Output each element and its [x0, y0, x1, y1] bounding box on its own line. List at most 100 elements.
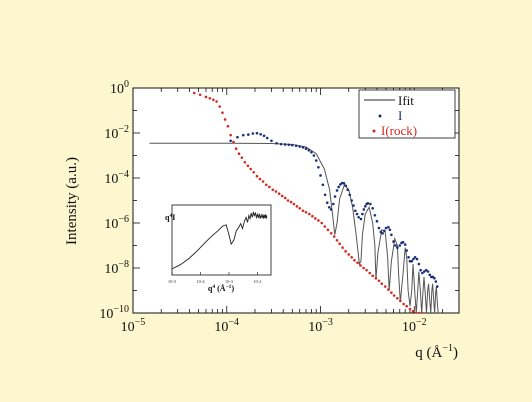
- data-point-irock: [208, 96, 212, 100]
- data-point-i: [362, 208, 366, 211]
- data-point-i: [388, 228, 392, 232]
- data-point-i: [337, 185, 340, 189]
- data-point-irock: [344, 250, 347, 253]
- data-point-i: [332, 202, 335, 206]
- data-point-irock: [359, 264, 362, 267]
- data-point-irock: [212, 98, 215, 102]
- x-tick-label: 10−3: [308, 317, 333, 335]
- data-point-irock: [218, 105, 221, 108]
- data-point-i: [327, 205, 331, 209]
- data-point-irock: [271, 188, 275, 192]
- data-point-irock: [295, 205, 299, 208]
- y-tick-label: 10−2: [104, 124, 129, 142]
- data-point-irock: [261, 180, 265, 183]
- data-point-i: [290, 143, 294, 147]
- data-point-irock: [368, 271, 372, 275]
- data-point-i: [287, 143, 291, 147]
- data-point-irock: [417, 311, 421, 313]
- data-point-i: [317, 165, 320, 169]
- data-point-irock: [215, 100, 218, 103]
- data-point-irock: [408, 307, 412, 311]
- data-point-irock: [411, 309, 415, 313]
- data-point-irock: [252, 170, 256, 174]
- x-tick-label: 10−2: [402, 317, 427, 335]
- data-point-i: [329, 208, 333, 211]
- data-point-i: [426, 270, 430, 273]
- data-point-i: [428, 273, 431, 277]
- data-point-i: [405, 249, 408, 252]
- legend: Ifit I I(rock): [358, 89, 456, 139]
- data-point-i: [421, 271, 424, 275]
- legend-label-i: I: [398, 108, 402, 123]
- legend-label-ifit: Ifit: [398, 93, 414, 108]
- data-point-irock: [335, 239, 339, 242]
- legend-label-irock: I(rock): [381, 123, 417, 138]
- inset-series-layer: [172, 211, 268, 270]
- data-point-i: [403, 243, 407, 246]
- data-point-i: [407, 255, 410, 259]
- data-point-i: [363, 205, 367, 208]
- data-point-irock: [350, 255, 353, 259]
- data-point-i: [270, 139, 273, 143]
- data-point-irock: [402, 302, 405, 306]
- data-point-irock: [289, 200, 293, 204]
- data-point-irock: [232, 140, 235, 144]
- data-point-irock: [356, 261, 359, 265]
- inset-plot-area: [171, 204, 272, 276]
- inset-x-tick-label: 10-3: [225, 279, 234, 284]
- legend-swatch-i: [378, 114, 382, 118]
- data-point-irock: [280, 194, 284, 198]
- data-point-irock: [347, 253, 351, 256]
- data-point-i: [321, 183, 325, 187]
- data-point-irock: [264, 183, 268, 187]
- data-point-i: [435, 285, 439, 288]
- data-point-irock: [362, 266, 365, 270]
- data-point-i: [392, 240, 395, 243]
- data-point-irock: [414, 311, 418, 313]
- data-point-irock: [341, 246, 344, 249]
- data-point-i: [275, 141, 278, 145]
- data-point-irock: [421, 311, 424, 313]
- data-point-i: [325, 201, 329, 204]
- data-point-i: [283, 143, 287, 146]
- y-tick-label: 10−6: [104, 214, 129, 232]
- y-tick-label: 10−4: [104, 169, 129, 187]
- inset-chart: 10-5 10-4 10-3 10-2 q4I q4 (Å−1): [165, 204, 272, 293]
- legend-swatch-irock: [372, 129, 376, 133]
- data-point-irock: [380, 282, 384, 286]
- data-point-i: [401, 240, 405, 244]
- data-point-i: [396, 246, 399, 249]
- data-point-irock: [223, 118, 227, 121]
- data-point-i: [319, 174, 322, 177]
- series-layer: [149, 91, 439, 313]
- data-point-irock: [277, 192, 281, 196]
- inset-x-tick-label: 10-5: [168, 279, 177, 284]
- data-point-i: [359, 217, 363, 221]
- data-point-i: [344, 184, 348, 188]
- data-point-i: [352, 204, 355, 207]
- data-point-irock: [304, 210, 308, 214]
- data-point-irock: [286, 199, 290, 202]
- data-point-i: [424, 268, 428, 272]
- data-point-irock: [329, 231, 333, 235]
- data-point-i: [417, 262, 421, 266]
- data-point-i: [398, 244, 402, 247]
- data-point-i: [371, 207, 374, 210]
- x-tick-label: 10−5: [121, 317, 146, 335]
- data-point-irock: [326, 228, 330, 232]
- data-point-i: [377, 226, 381, 230]
- data-point-i: [410, 259, 414, 263]
- data-point-i: [383, 229, 386, 233]
- data-point-i: [229, 139, 232, 143]
- data-point-irock: [308, 212, 311, 216]
- data-point-i: [419, 268, 422, 272]
- data-point-irock: [243, 160, 247, 164]
- inset-ticks: [171, 272, 258, 275]
- data-point-i: [335, 189, 339, 192]
- data-point-i: [241, 133, 245, 137]
- y-tick-label: 10−10: [99, 304, 129, 322]
- data-point-i: [279, 142, 283, 146]
- data-point-i: [307, 149, 311, 152]
- data-point-i: [301, 146, 305, 149]
- data-point-i: [314, 159, 318, 162]
